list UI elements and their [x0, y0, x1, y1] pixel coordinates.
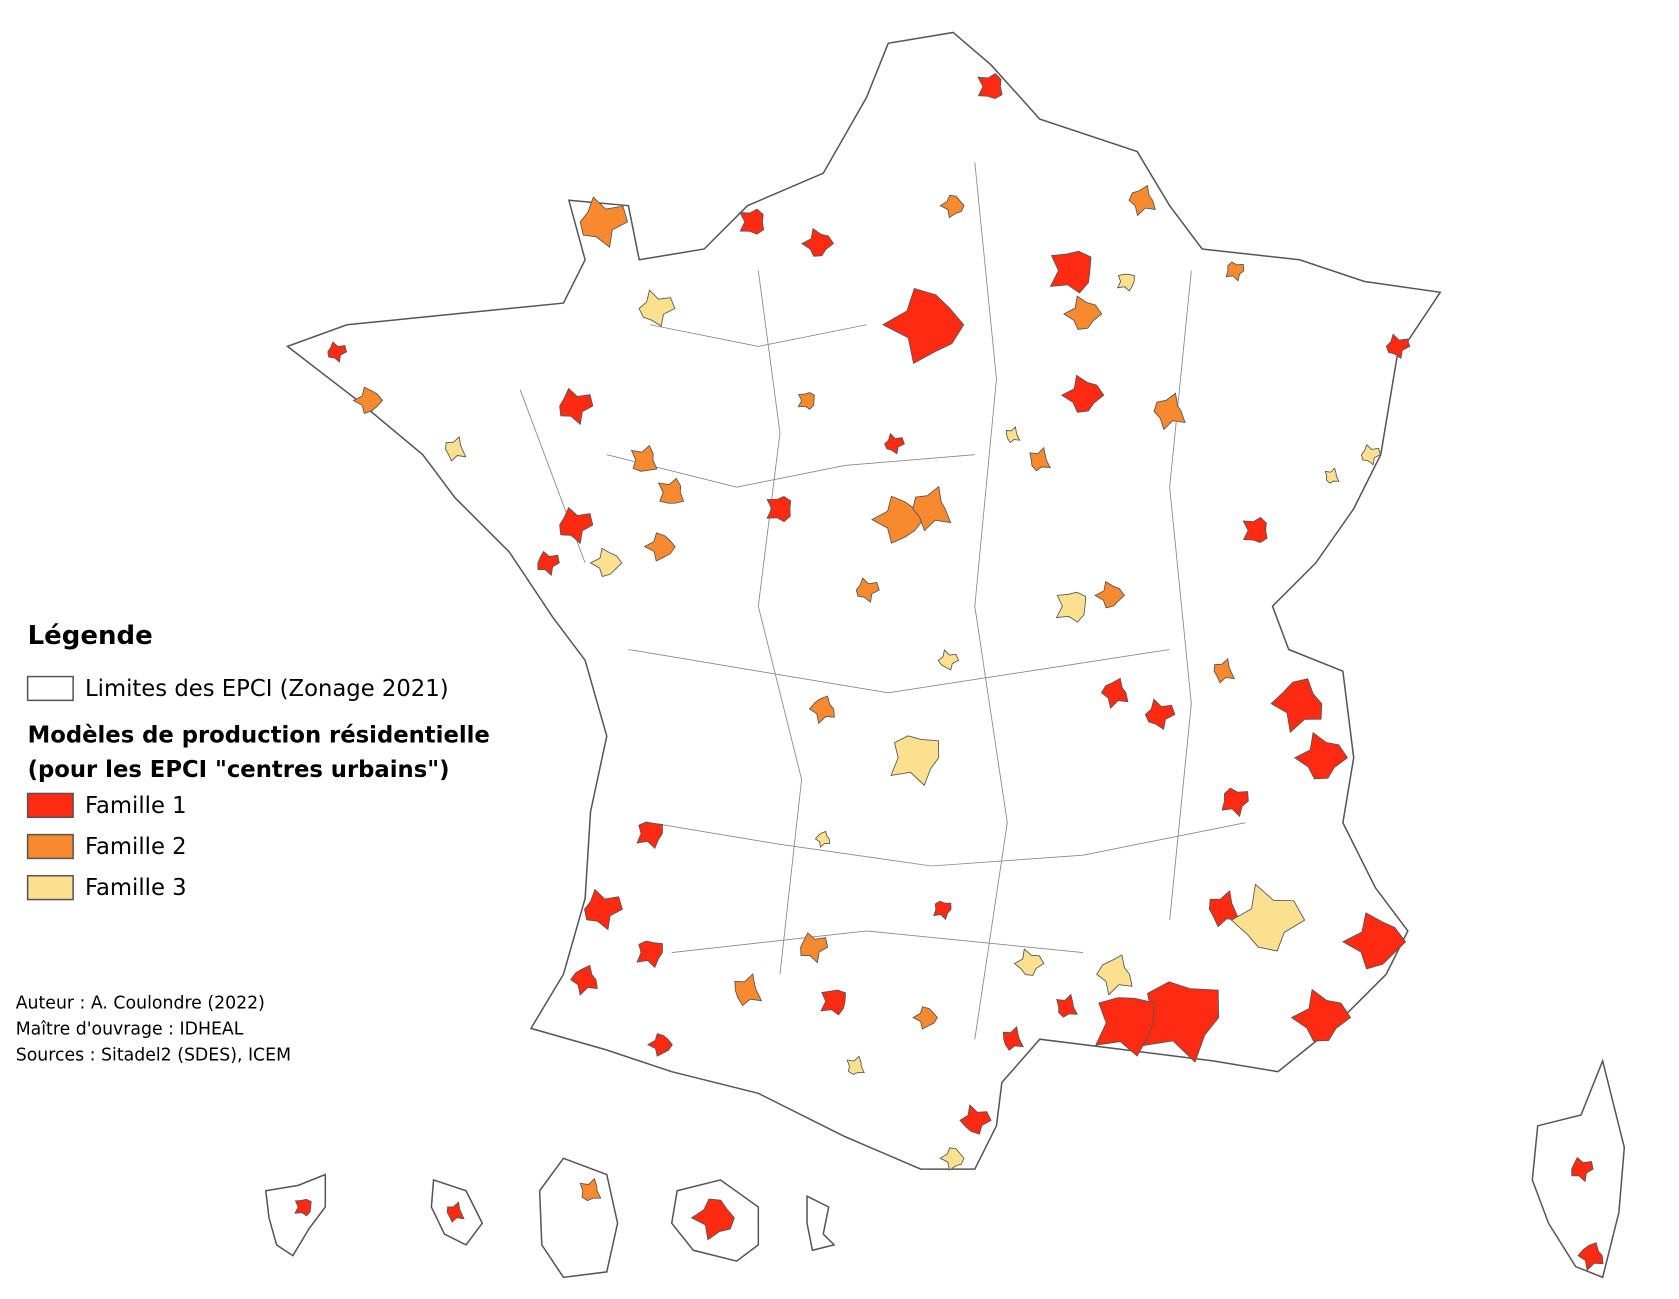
epci-area [579, 1177, 602, 1202]
epci-area [537, 550, 560, 577]
epci-area [1002, 1025, 1024, 1051]
epci-area [1055, 591, 1087, 623]
epci-area [1013, 948, 1045, 976]
legend-swatch [26, 874, 74, 901]
legend-title: Légende [28, 621, 153, 651]
epci-area [1144, 698, 1176, 731]
epci-area [766, 495, 792, 523]
epci-area [1208, 890, 1241, 928]
epci-area [808, 695, 835, 725]
mayotte [806, 1194, 836, 1252]
epci-area [1005, 426, 1021, 444]
epci-area [1293, 731, 1348, 780]
epci-area [446, 1201, 465, 1223]
epci-area [1242, 516, 1268, 544]
epci-area [638, 289, 676, 327]
epci-area [912, 485, 952, 532]
epci-area [583, 888, 623, 931]
epci-area [657, 477, 685, 504]
epci-area [1153, 392, 1186, 431]
legend-label: Famille 2 [85, 834, 187, 860]
epci-area [1385, 333, 1411, 360]
epci-area [636, 821, 663, 849]
epci-area [801, 227, 835, 257]
epci-area [1324, 467, 1340, 484]
epci-area [1049, 250, 1092, 294]
epci-area [1213, 657, 1236, 684]
epci-area [814, 830, 831, 849]
epci-area [1342, 912, 1407, 970]
epci-area [1116, 273, 1135, 292]
epci-area [739, 208, 765, 235]
epci-area [820, 989, 847, 1016]
legend-swatch [26, 833, 74, 860]
credit-line: Sources : Sitadel2 (SDES), ICEM [16, 1045, 291, 1065]
epci-area [855, 577, 880, 603]
epci-area [1571, 1156, 1594, 1183]
epci-area [912, 1006, 938, 1030]
france-metro [285, 31, 1442, 1170]
legend-swatch [26, 792, 74, 819]
epci-area [1060, 374, 1105, 413]
epci-area [294, 1198, 312, 1217]
epci-area [933, 900, 952, 921]
legend-subtitle: (pour les EPCI "centres urbains") [28, 757, 450, 783]
epci-area [939, 1147, 965, 1171]
epci-area [445, 436, 467, 462]
epci-area [589, 547, 623, 577]
epci-area [1270, 678, 1323, 734]
epci-area [1100, 677, 1129, 710]
epci-area [1225, 261, 1245, 282]
guadeloupe [264, 1173, 327, 1257]
epci-area [1361, 444, 1381, 466]
epci-area [884, 432, 905, 455]
epci-area [1029, 446, 1052, 472]
epci-area [559, 506, 594, 545]
epci-area [1290, 988, 1352, 1042]
epci-area [1096, 954, 1133, 996]
legend-label: Famille 3 [85, 875, 187, 901]
epci-area [1577, 1242, 1604, 1271]
credit-line: Auteur : A. Coulondre (2022) [16, 993, 265, 1013]
epci-area [734, 973, 763, 1007]
epci-area [327, 341, 348, 363]
epci-area [643, 532, 676, 562]
epci-area [797, 392, 815, 410]
epci-area [352, 386, 384, 414]
epci-area [646, 1033, 673, 1057]
epci-urban-centres [294, 72, 1604, 1271]
epci-area [1230, 883, 1306, 952]
legend-subtitle: Modèles de production résidentielle [28, 723, 490, 749]
epci-area [871, 495, 924, 544]
legend-swatch [26, 675, 74, 702]
epci-area [1056, 993, 1078, 1018]
internal-boundaries [519, 162, 1246, 1040]
epci-area [977, 72, 1003, 99]
epci-area [882, 288, 965, 364]
epci-area [630, 444, 658, 472]
legend-label: Famille 1 [85, 793, 187, 819]
epci-area [959, 1104, 992, 1135]
epci-area [890, 735, 940, 787]
credits: Auteur : A. Coulondre (2022) Maître d'ouv… [16, 993, 291, 1065]
epci-area [579, 196, 629, 249]
epci-area [1128, 184, 1156, 217]
guyane [538, 1157, 619, 1279]
epci-area [939, 194, 965, 219]
legend: Légende Limites des EPCI (Zonage 2021) M… [26, 621, 490, 901]
legend-label: Limites des EPCI (Zonage 2021) [85, 676, 449, 702]
epci-area [937, 649, 960, 671]
epci-area [690, 1198, 735, 1241]
credit-line: Maître d'ouvrage : IDHEAL [16, 1019, 244, 1039]
epci-area [1094, 997, 1155, 1057]
epci-area [1063, 295, 1103, 330]
epci-area [570, 964, 598, 996]
epci-area [559, 387, 594, 426]
epci-area [800, 932, 829, 964]
epci-area [1094, 581, 1125, 609]
epci-area [636, 940, 663, 969]
epci-area [1221, 787, 1249, 818]
epci-area [846, 1055, 865, 1075]
